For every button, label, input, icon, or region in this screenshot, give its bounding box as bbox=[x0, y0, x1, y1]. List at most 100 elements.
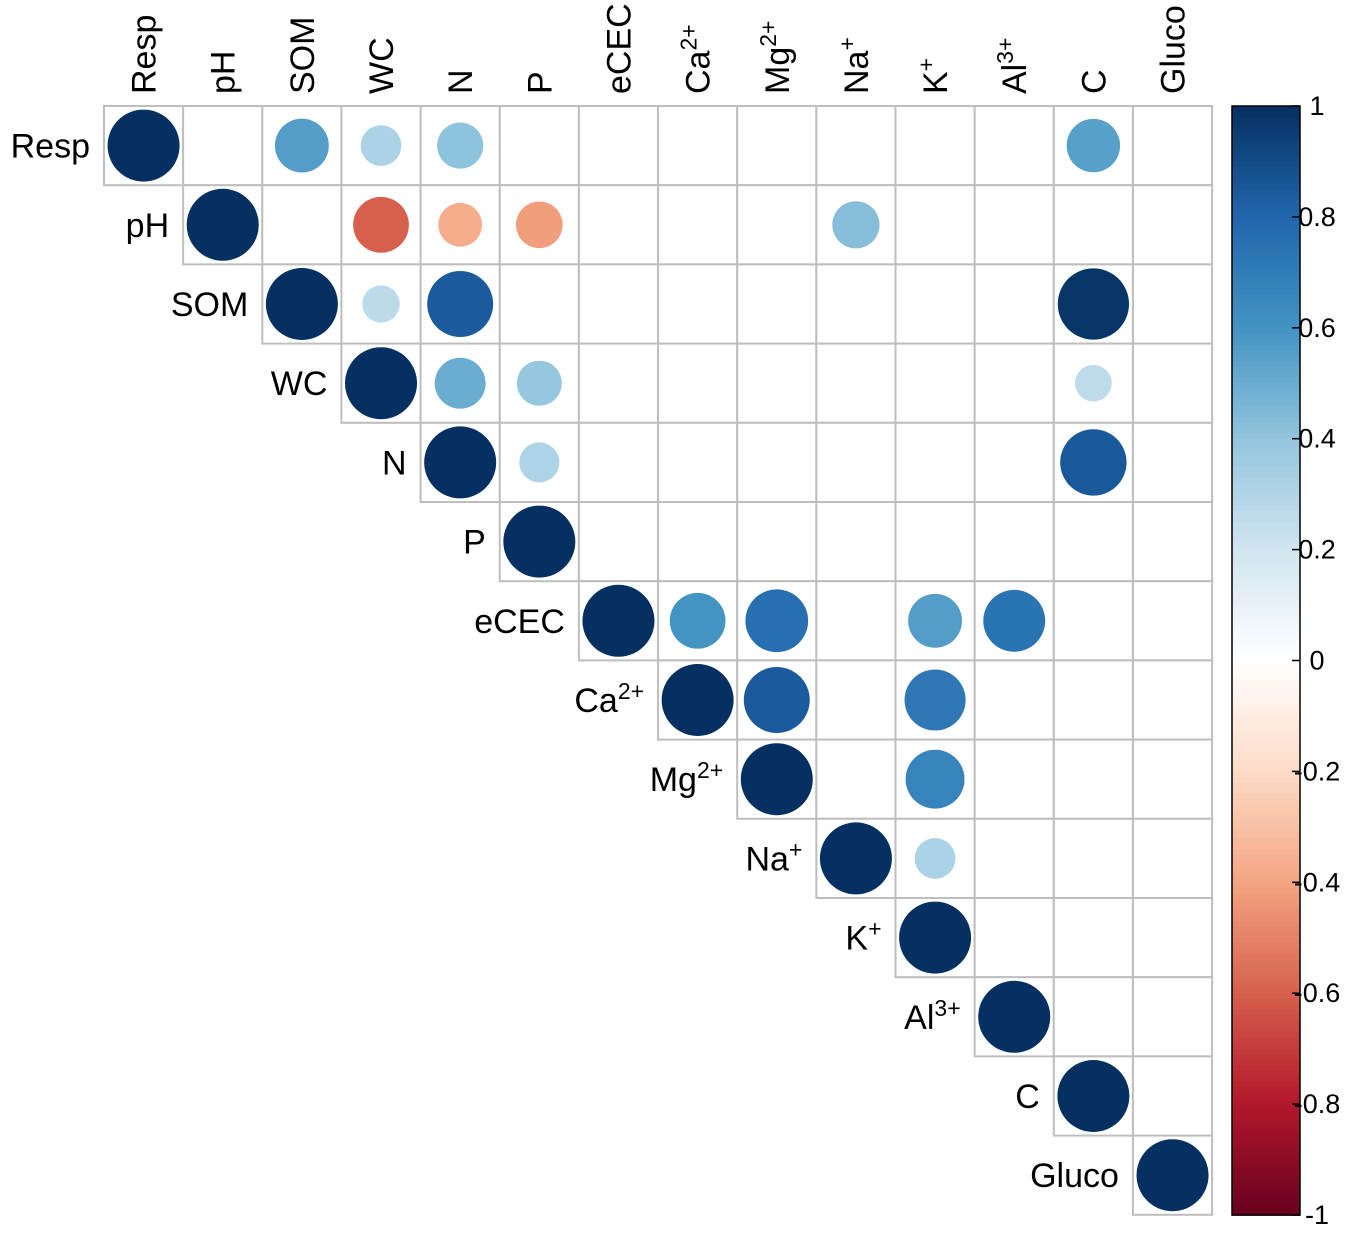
colorbar-segment bbox=[1232, 582, 1300, 590]
colorbar-segment bbox=[1232, 527, 1300, 534]
colorbar: 1 0.8 0.6 0.4 0.2 0 -0.2 -0.4 -0.6 -0.8 -1 bbox=[1231, 91, 1340, 1230]
colorbar-tick-label: 0.8 bbox=[1298, 202, 1336, 232]
colorbar-segment bbox=[1232, 976, 1300, 983]
grid-cell bbox=[657, 184, 739, 266]
colorbar-segment bbox=[1232, 632, 1300, 640]
colorbar-segment bbox=[1232, 1004, 1300, 1011]
grid-cell bbox=[1131, 184, 1214, 266]
colorbar-segment bbox=[1232, 427, 1300, 434]
grid-cell bbox=[1131, 1055, 1214, 1137]
colorbar-segment bbox=[1232, 272, 1300, 279]
colorbar-segment bbox=[1232, 106, 1300, 113]
grid-cell bbox=[577, 342, 660, 424]
colorbar-segment bbox=[1232, 1043, 1300, 1050]
colorbar-segment bbox=[1232, 233, 1300, 240]
grid-cell bbox=[1131, 580, 1214, 662]
colorbar-segment bbox=[1232, 549, 1300, 556]
colorbar-segment bbox=[1232, 1087, 1300, 1094]
colorbar-segment bbox=[1232, 821, 1300, 828]
colorbar-segment bbox=[1232, 865, 1300, 873]
colorbar-segment bbox=[1232, 117, 1300, 124]
corr-circle-SOM-N bbox=[427, 271, 494, 337]
grid-cell bbox=[1052, 580, 1134, 662]
grid-cell bbox=[736, 263, 818, 345]
grid-cell bbox=[182, 105, 264, 187]
colorbar-segment bbox=[1232, 871, 1300, 878]
colorbar-segment bbox=[1232, 483, 1300, 490]
colorbar-segment bbox=[1232, 344, 1300, 351]
colorbar-segment bbox=[1232, 566, 1300, 573]
grid-cell bbox=[1131, 342, 1214, 424]
colorbar-segment bbox=[1232, 954, 1300, 961]
grid-cell bbox=[577, 184, 660, 266]
colorbar-segment bbox=[1232, 987, 1300, 994]
column-label-Resp: Resp bbox=[126, 15, 164, 94]
colorbar-segment bbox=[1232, 882, 1300, 889]
colorbar-segment bbox=[1232, 122, 1300, 129]
colorbar-segment bbox=[1232, 810, 1300, 817]
colorbar-segment bbox=[1232, 959, 1300, 967]
colorbar-segment bbox=[1232, 627, 1300, 634]
colorbar-segment bbox=[1232, 227, 1300, 235]
colorbar-segment bbox=[1232, 932, 1300, 939]
colorbar-segment bbox=[1232, 1065, 1300, 1072]
corr-circle-N-C bbox=[1060, 429, 1127, 496]
grid-cell bbox=[736, 105, 818, 187]
colorbar-segment bbox=[1232, 1187, 1300, 1194]
colorbar-segment bbox=[1232, 1126, 1300, 1133]
colorbar-segment bbox=[1232, 1203, 1300, 1211]
colorbar-segment bbox=[1232, 460, 1300, 468]
grid-cell bbox=[973, 738, 1055, 820]
grid-cell bbox=[1052, 501, 1134, 583]
colorbar-segment bbox=[1232, 605, 1300, 612]
colorbar-segment bbox=[1232, 560, 1300, 568]
colorbar-segment bbox=[1232, 671, 1300, 678]
colorbar-segment bbox=[1232, 688, 1300, 695]
colorbar-segment bbox=[1232, 893, 1300, 900]
colorbar-segment bbox=[1232, 1059, 1300, 1067]
correlation-circles bbox=[107, 109, 1209, 1212]
colorbar-segment bbox=[1232, 571, 1300, 579]
colorbar-segment bbox=[1232, 1048, 1300, 1055]
colorbar-segment bbox=[1232, 316, 1300, 324]
colorbar-segment bbox=[1232, 433, 1300, 440]
grid-cell bbox=[577, 501, 660, 583]
colorbar-segment bbox=[1232, 538, 1300, 545]
grid-cell bbox=[1131, 105, 1214, 187]
corr-circle-Al-Al bbox=[978, 980, 1051, 1053]
colorbar-segment bbox=[1232, 660, 1300, 667]
colorbar-segment bbox=[1232, 915, 1300, 922]
colorbar-segment bbox=[1232, 155, 1300, 163]
grid-cell bbox=[973, 817, 1055, 899]
colorbar-segment bbox=[1232, 399, 1300, 407]
row-label-Ca: Ca2+ bbox=[574, 678, 644, 720]
colorbar-segment bbox=[1232, 449, 1300, 457]
colorbar-segment bbox=[1232, 488, 1300, 495]
grid-cell bbox=[736, 184, 818, 266]
colorbar-segment bbox=[1232, 178, 1300, 185]
row-label-pH: pH bbox=[126, 207, 169, 245]
colorbar-segment bbox=[1232, 477, 1300, 484]
colorbar-segment bbox=[1232, 521, 1300, 529]
corr-circle-WC-P bbox=[516, 360, 562, 406]
colorbar-segment bbox=[1232, 699, 1300, 706]
colorbar-segment bbox=[1232, 333, 1300, 340]
grid-cell bbox=[973, 659, 1055, 741]
grid-cell bbox=[1131, 421, 1214, 503]
colorbar-segment bbox=[1232, 732, 1300, 739]
column-label-eCEC: eCEC bbox=[600, 3, 638, 94]
grid-cell bbox=[1131, 659, 1214, 741]
colorbar-segment bbox=[1232, 1109, 1300, 1116]
row-label-Al: Al3+ bbox=[904, 995, 960, 1037]
colorbar-segment bbox=[1232, 1037, 1300, 1044]
grid-cell bbox=[1131, 976, 1214, 1058]
colorbar-segment bbox=[1232, 704, 1300, 712]
column-label-P: P bbox=[521, 71, 559, 94]
colorbar-segment bbox=[1232, 682, 1300, 690]
colorbar-segment bbox=[1232, 1020, 1300, 1028]
colorbar-segment bbox=[1232, 394, 1300, 401]
colorbar-segment bbox=[1232, 948, 1300, 956]
colorbar-segment bbox=[1232, 677, 1300, 684]
corr-circle-N-N bbox=[424, 426, 497, 499]
